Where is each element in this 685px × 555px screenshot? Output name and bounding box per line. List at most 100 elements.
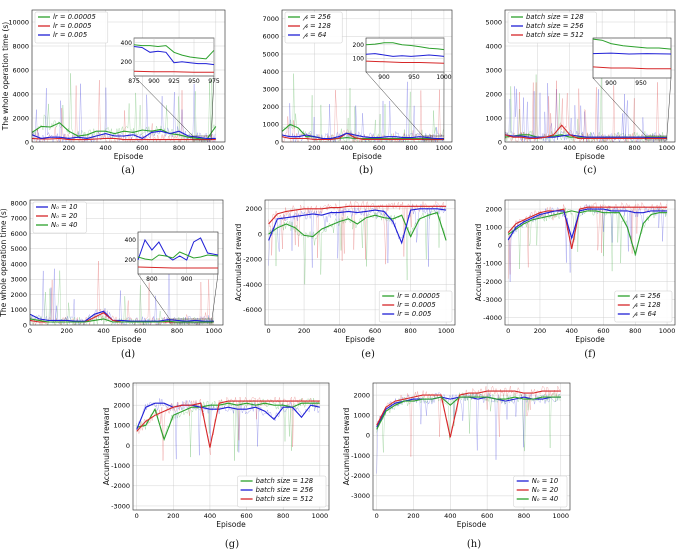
x-axis-label: Episode — [352, 152, 382, 161]
x-tick-label: 600 — [240, 512, 252, 520]
panel-caption: (h) — [467, 539, 481, 550]
plot-frame — [281, 9, 453, 143]
y-tick-label: 4000 — [12, 90, 29, 98]
y-tick-label: 7000 — [262, 15, 279, 23]
y-tick-label: 2000 — [12, 114, 29, 122]
series-line-2 — [136, 402, 320, 430]
y-tick-label: -1000 — [351, 452, 370, 460]
panel-caption: (f) — [584, 349, 596, 360]
panel-caption: (c) — [583, 165, 597, 176]
x-tick-label: 1000 — [436, 144, 453, 152]
plot-area — [507, 201, 668, 282]
y-tick-label: 0 — [126, 442, 130, 450]
series-line-3 — [32, 130, 216, 140]
panel-f: -4000 -3000 -2000 -1000 0 1000 2000 0 200 400 600 8… — [474, 199, 676, 360]
x-axis-label: Episode — [114, 152, 144, 161]
x-tick-label: 800 — [628, 144, 640, 152]
y-tick-label: 6000 — [10, 230, 27, 238]
y-axis-label: Accumulated reward — [234, 224, 243, 302]
y-tick-label: 0 — [275, 138, 279, 146]
series-line-3 — [30, 318, 214, 323]
plot-frame — [29, 199, 224, 326]
inset-y-tick: 100 — [353, 56, 365, 63]
inset-series-3 — [365, 53, 445, 57]
legend-label: batch size = 256 — [256, 486, 314, 494]
legend-label: lr = 0.0005 — [53, 22, 91, 30]
y-tick-label: 0 — [258, 230, 262, 238]
x-axis-label: Episode — [457, 520, 487, 529]
x-tick-label: 1000 — [659, 327, 676, 335]
zoom-connector — [137, 273, 170, 320]
y-tick-label: 5000 — [10, 245, 27, 253]
y-axis-label: Accumulated reward — [474, 224, 483, 302]
x-tick-label: 200 — [308, 144, 320, 152]
y-tick-label: 0 — [366, 432, 370, 440]
legend-label: batch size = 512 — [526, 31, 584, 39]
inset-series-2 — [137, 266, 218, 269]
x-tick-label: 800 — [629, 327, 641, 335]
legend-label: lr = 0.005 — [53, 31, 87, 39]
legend-label: batch size = 512 — [256, 495, 314, 503]
series-line-1 — [136, 402, 320, 442]
legend-label: lr = 0.0005 — [397, 301, 435, 309]
inset-series-2 — [365, 60, 445, 64]
x-tick-label: 800 — [173, 144, 185, 152]
y-tick-label: 2000 — [10, 291, 27, 299]
plot-frame — [31, 9, 226, 143]
legend-label: batch size = 128 — [256, 477, 314, 485]
x-axis-label: Episode — [575, 335, 605, 344]
x-tick-label: 800 — [277, 512, 289, 520]
raw-trace-1 — [282, 73, 444, 142]
raw-trace-2 — [268, 200, 446, 265]
panel-caption: (g) — [225, 539, 239, 550]
inset-y-tick: 200 — [353, 42, 365, 49]
panel-e: -6000 -4000 -2000 0 2000 0 200 400 600 800 1000 Epi… — [234, 199, 456, 360]
x-tick-label: 0 — [375, 512, 379, 520]
x-tick-label: 400 — [341, 144, 353, 152]
series-line-1 — [30, 310, 214, 322]
legend-label: 𝓅 = 128 — [302, 22, 332, 30]
inset-y-tick: 400 — [125, 237, 137, 244]
raw-trace-3 — [136, 395, 320, 461]
x-tick-label: 0 — [503, 144, 507, 152]
raw-trace-1 — [268, 209, 446, 285]
legend-box — [507, 11, 597, 44]
raw-trace-1 — [505, 74, 667, 142]
x-tick-label: 1000 — [208, 144, 225, 152]
raw-trace-3 — [282, 81, 444, 142]
y-tick-label: 0 — [498, 138, 502, 146]
series-line-3 — [282, 132, 444, 140]
inset-x-tick: 900 — [605, 80, 617, 87]
inset-y-tick: 200 — [121, 59, 133, 66]
series-line-1 — [32, 122, 217, 141]
y-tick-label: 5000 — [262, 50, 279, 58]
plot-area — [282, 73, 444, 142]
x-tick-label: 800 — [171, 327, 183, 335]
x-tick-label: 800 — [518, 512, 530, 520]
zoom-region — [192, 135, 212, 141]
panel-caption: (e) — [361, 349, 375, 360]
x-tick-label: 0 — [135, 512, 139, 520]
plot-area — [376, 385, 561, 474]
plot-frame — [132, 382, 330, 511]
y-tick-label: -4000 — [483, 314, 502, 322]
x-tick-label: 200 — [407, 512, 419, 520]
legend-label: N₀ = 20 — [51, 212, 77, 220]
y-axis-label: Accumulated reward — [342, 408, 351, 486]
legend-box — [378, 290, 453, 323]
legend-label: 𝓅 = 64 — [632, 310, 657, 318]
panel-g: -3000 -2000 -1000 0 1000 2000 3000 0 200 400 600 80… — [102, 381, 330, 550]
raw-trace-1 — [376, 392, 561, 474]
x-tick-label: 400 — [97, 327, 109, 335]
legend-label: lr = 0.005 — [397, 310, 431, 318]
inset-y-tick: 400 — [121, 40, 133, 47]
series-line-1 — [282, 123, 444, 140]
x-tick-label: 400 — [333, 327, 345, 335]
y-tick-label: 10000 — [8, 18, 29, 26]
